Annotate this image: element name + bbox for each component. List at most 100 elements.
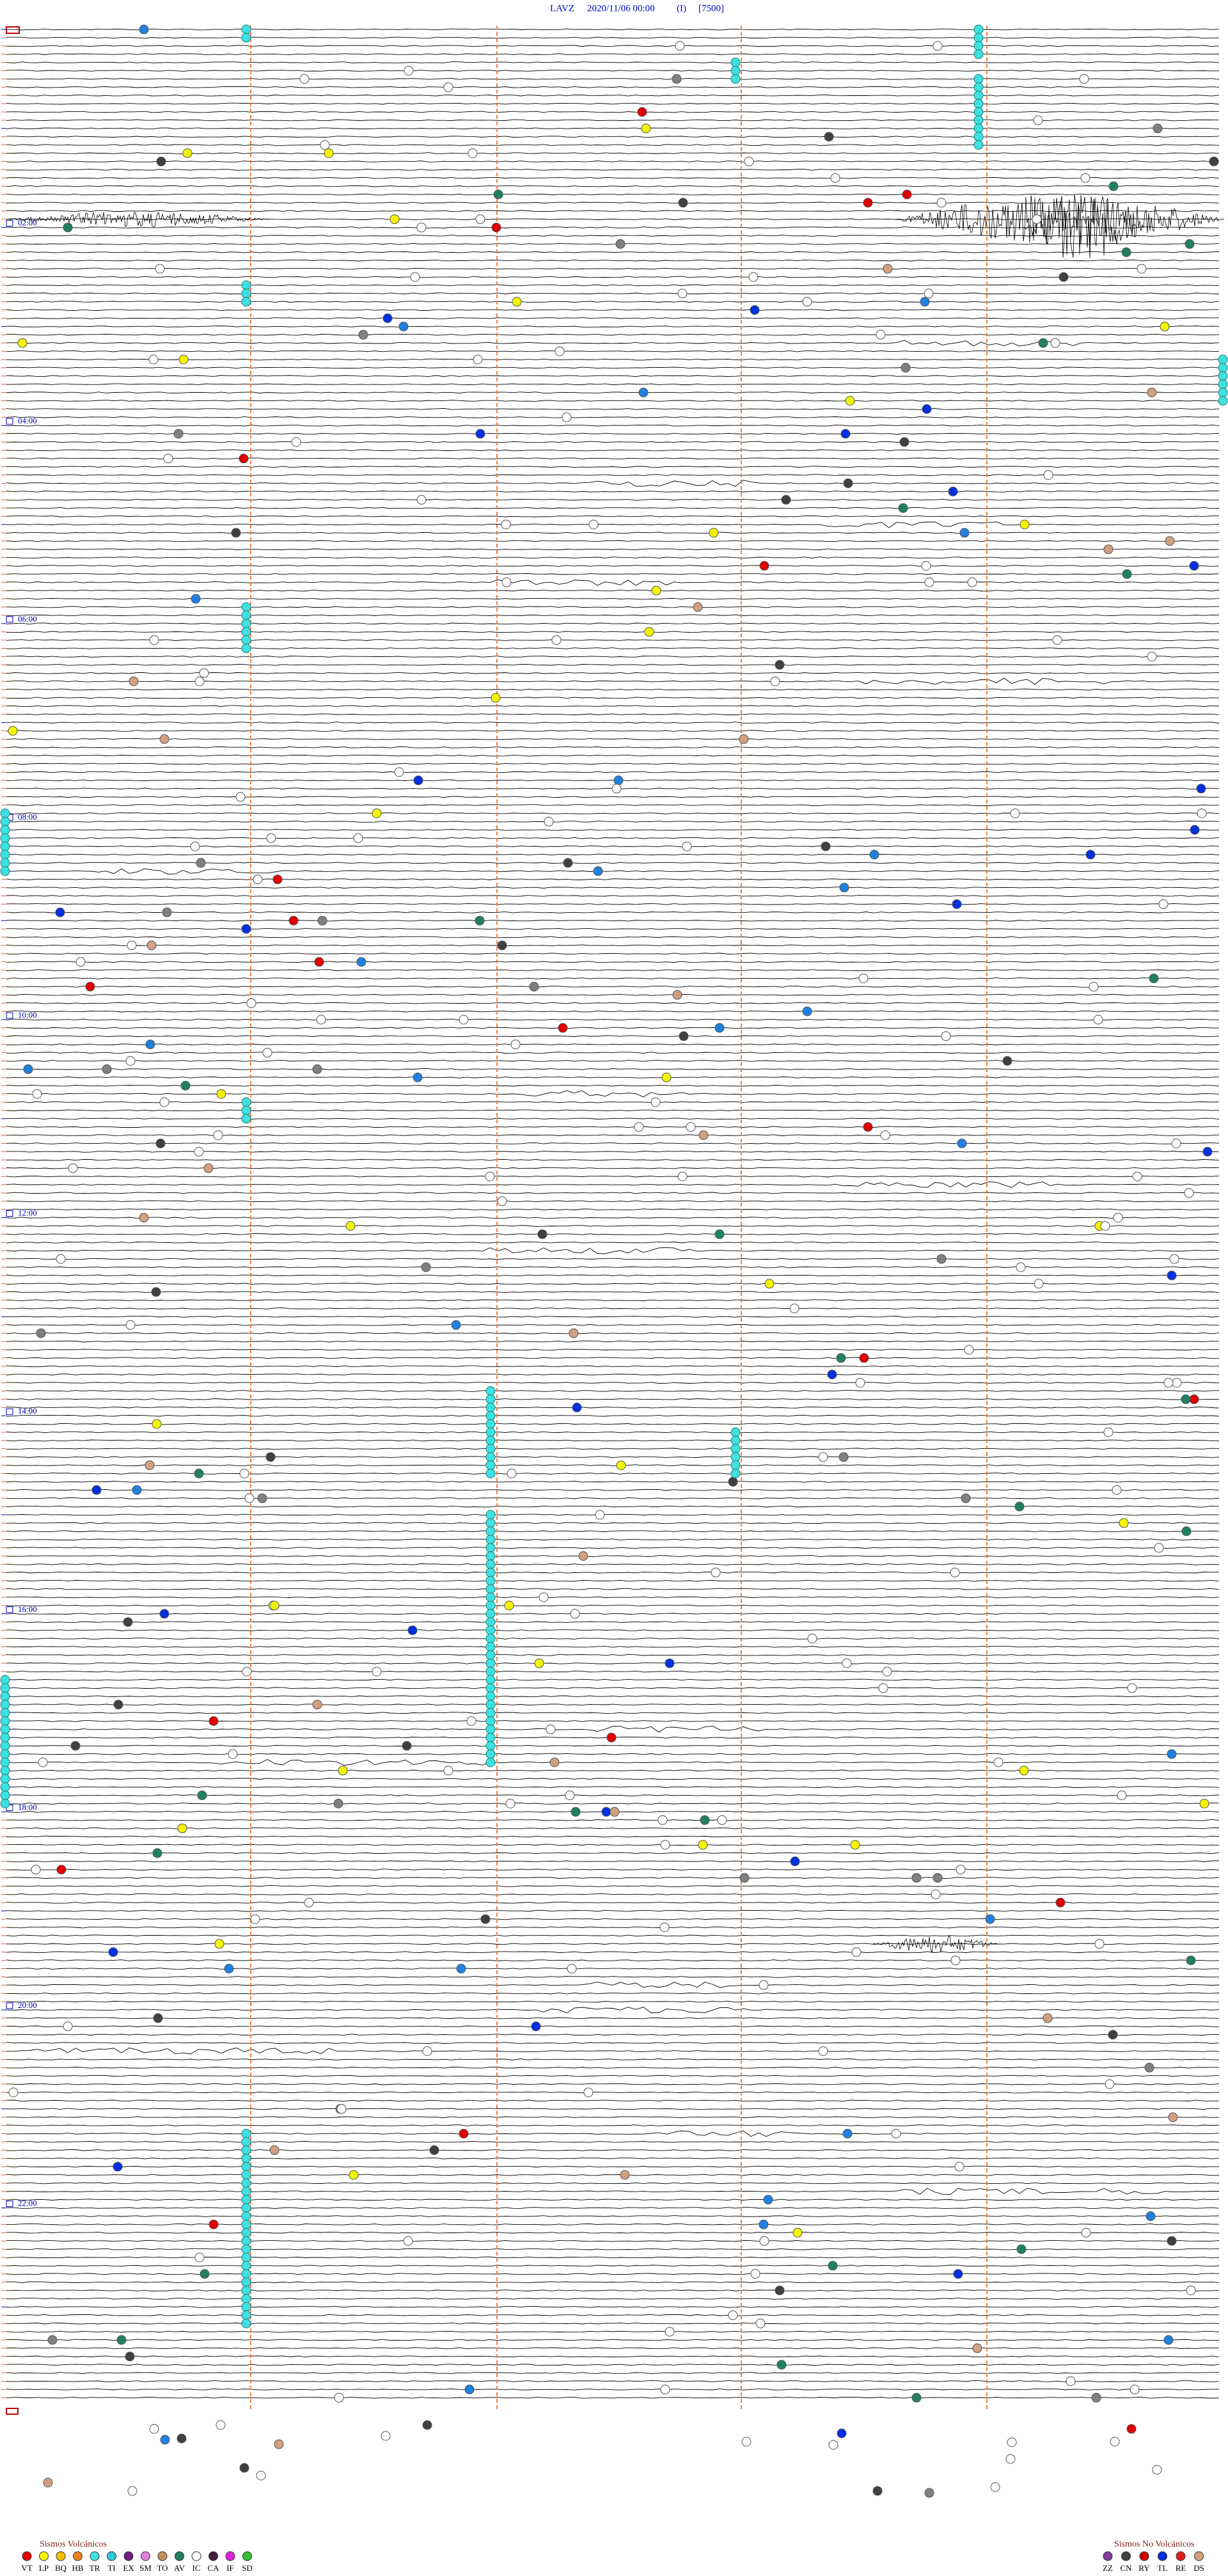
hour-label: 10:00: [18, 1010, 37, 1020]
event-marker: [485, 1625, 496, 1636]
event-marker: [1186, 1956, 1196, 1966]
event-marker: [1034, 1279, 1044, 1289]
trace: [6, 862, 1220, 864]
event-marker: [950, 1956, 961, 1966]
trace: [6, 804, 1220, 806]
event-marker: [266, 833, 276, 843]
trace: [6, 746, 1220, 748]
event-marker: [349, 2170, 359, 2180]
trace: [6, 1547, 1220, 1549]
event-marker: [485, 1435, 496, 1446]
trace: [6, 1613, 1220, 1615]
event-marker: [299, 74, 310, 84]
event-marker: [911, 1873, 922, 1883]
trace: [6, 201, 1220, 204]
trace: [6, 2215, 1220, 2217]
event-marker: [0, 849, 10, 860]
trace: [6, 1629, 1220, 1631]
event-marker: [679, 1031, 689, 1041]
trace: [6, 1151, 1220, 1153]
legend-swatch: [209, 2551, 218, 2561]
event-marker: [0, 866, 10, 876]
event-marker: [1218, 379, 1228, 390]
event-marker: [730, 1435, 741, 1446]
event-marker: [8, 726, 18, 736]
trace: [6, 1968, 1219, 1970]
event-marker: [693, 602, 703, 612]
event-marker: [1119, 1518, 1129, 1528]
trace: [6, 1621, 1220, 1624]
event-marker: [159, 734, 169, 744]
event-waveform: [1023, 194, 1139, 258]
event-marker: [1158, 899, 1169, 909]
event-marker: [241, 2294, 251, 2303]
event-marker: [836, 1353, 846, 1363]
event-marker: [422, 2420, 432, 2430]
trace: [6, 1158, 1220, 1161]
event-marker: [443, 82, 453, 92]
event-marker: [336, 2104, 347, 2114]
event-marker: [31, 1865, 41, 1875]
trace: [6, 416, 1220, 418]
event-marker: [755, 2318, 766, 2328]
event-marker: [241, 33, 251, 43]
event-marker: [1016, 2244, 1027, 2254]
trace: [6, 1951, 1220, 1954]
event-marker: [485, 1691, 496, 1702]
event-marker: [698, 1130, 709, 1141]
event-marker: [0, 1691, 10, 1702]
event-marker: [32, 1089, 42, 1099]
event-marker: [485, 1518, 496, 1528]
event-marker: [241, 2302, 251, 2312]
event-marker: [827, 1370, 837, 1380]
trace: [6, 911, 1220, 913]
event-marker: [0, 833, 10, 843]
event-marker: [802, 1006, 812, 1016]
trace: [6, 2165, 1220, 2168]
hour-label: 22:00: [18, 2199, 37, 2208]
event-marker: [139, 1213, 149, 1223]
trace: [6, 185, 1220, 187]
event-marker: [178, 354, 189, 365]
event-marker: [973, 24, 984, 35]
event-marker: [549, 1757, 560, 1767]
channel-box: [6, 616, 13, 623]
trace: [6, 2042, 1220, 2044]
event-marker: [152, 1848, 162, 1858]
event-marker: [214, 1939, 224, 1949]
event-marker: [203, 1163, 214, 1173]
event-marker: [818, 2046, 828, 2056]
channel-box: [6, 1012, 13, 1019]
trace: [6, 326, 1220, 328]
trace: [6, 2372, 1220, 2374]
event-marker: [241, 627, 251, 637]
trace: [6, 161, 1220, 162]
trace: [6, 2330, 1220, 2333]
event-marker: [1167, 1749, 1177, 1759]
event-marker: [850, 1840, 860, 1850]
event-marker: [620, 2170, 630, 2180]
trace: [6, 2116, 1220, 2119]
event-marker: [149, 2424, 159, 2434]
trace: [6, 1860, 1219, 1863]
channel-box: [6, 1210, 13, 1217]
trace: [6, 2314, 1220, 2316]
event-marker: [177, 2433, 187, 2444]
trace: [6, 2322, 1220, 2325]
event-marker: [125, 2351, 135, 2362]
trace: [6, 474, 1219, 476]
trace: [6, 36, 1220, 39]
trace: [6, 1167, 1220, 1169]
event-marker: [531, 2021, 541, 2032]
event-marker: [334, 2392, 344, 2403]
trace: [6, 1803, 1220, 1805]
event-marker: [0, 1774, 10, 1784]
event-marker: [160, 2435, 170, 2445]
trace: [6, 2058, 1219, 2060]
trace: [6, 498, 1220, 501]
event-marker: [0, 1732, 10, 1742]
event-marker: [880, 1130, 890, 1141]
legend-code: SM: [139, 2563, 152, 2573]
event-marker: [507, 1469, 517, 1478]
